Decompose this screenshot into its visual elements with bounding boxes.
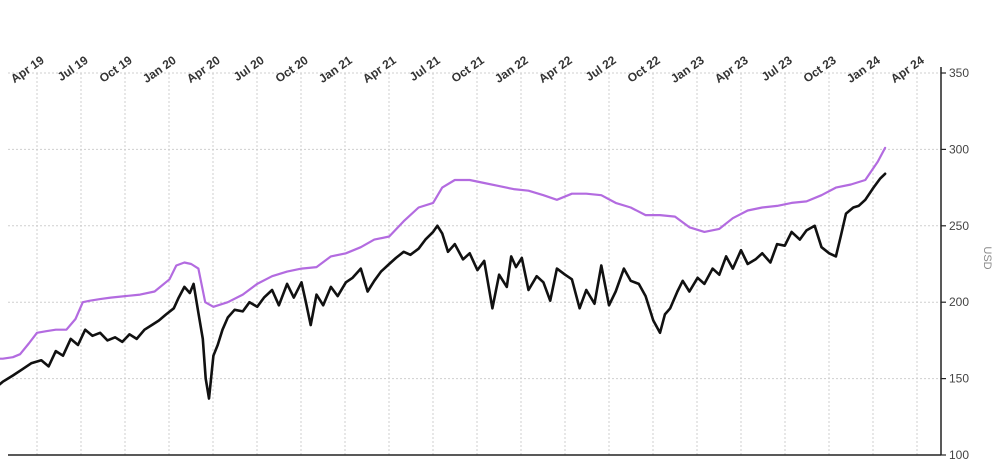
x-tick-label: Jan 24 <box>844 53 883 86</box>
x-tick-label: Oct 20 <box>273 53 311 86</box>
axis-layer <box>8 67 946 456</box>
x-tick-label: Apr 24 <box>888 53 927 86</box>
x-tick-label: Jul 23 <box>759 53 795 84</box>
x-tick-label: Oct 23 <box>801 53 839 86</box>
x-tick-label: Jan 21 <box>316 53 355 86</box>
y-axis-label: USD <box>981 246 993 269</box>
y-tick-label: 350 <box>949 66 969 80</box>
x-tick-label: Jul 22 <box>583 53 619 84</box>
series-layer <box>0 146 887 400</box>
x-tick-label: Jan 23 <box>668 53 707 86</box>
x-tick-label: Oct 19 <box>97 53 135 86</box>
x-tick-label: Jul 20 <box>231 53 267 84</box>
x-tick-label: Jul 19 <box>55 53 91 84</box>
x-tick-label: Oct 21 <box>449 53 487 86</box>
x-tick-labels: Apr 19 Jul 19 Oct 19 Jan 20 Apr 20 Jul 20 Oct … <box>8 53 927 86</box>
y-tick-label: 250 <box>949 219 969 233</box>
x-tick-label: Oct 22 <box>625 53 663 86</box>
x-tick-label: Apr 19 <box>8 53 47 86</box>
y-tick-label: 300 <box>949 142 969 156</box>
x-tick-label: Jul 21 <box>407 53 443 84</box>
y-tick-label: 100 <box>949 448 969 462</box>
y-tick-label: 200 <box>949 295 969 309</box>
x-tick-label: Jan 20 <box>140 53 179 86</box>
grid <box>8 72 941 455</box>
x-tick-label: Apr 20 <box>184 53 223 86</box>
price-series-line <box>0 172 887 400</box>
x-tick-label: Jan 22 <box>492 53 531 86</box>
x-tick-label: Apr 23 <box>712 53 751 86</box>
high-series-line <box>0 146 887 360</box>
x-tick-label: Apr 21 <box>360 53 399 86</box>
x-tick-label: Apr 22 <box>536 53 575 86</box>
y-tick-label: 150 <box>949 372 969 386</box>
y-tick-labels: 100 150 200 250 300 350 <box>949 66 969 462</box>
